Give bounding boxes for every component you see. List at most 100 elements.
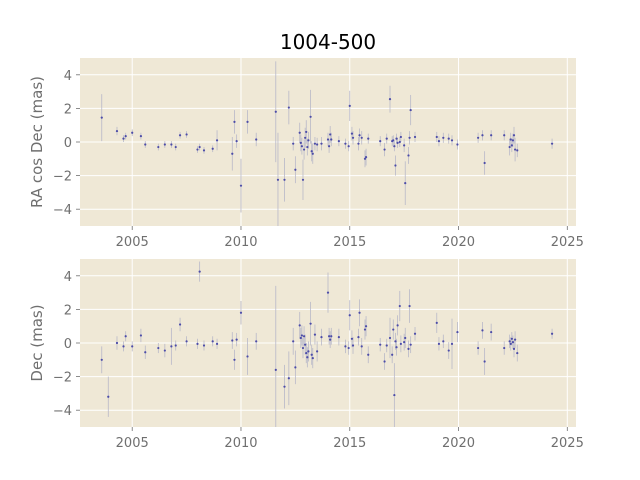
data-point xyxy=(437,342,441,345)
data-point xyxy=(235,140,238,143)
data-point xyxy=(246,355,249,358)
data-point xyxy=(327,145,331,148)
data-point xyxy=(398,140,401,144)
data-point xyxy=(344,345,347,348)
y-tick-label: 4 xyxy=(64,69,72,84)
data-point xyxy=(394,164,397,167)
data-point xyxy=(124,135,127,138)
data-point xyxy=(350,337,354,340)
data-point xyxy=(198,270,201,273)
data-point xyxy=(508,145,511,149)
data-point xyxy=(304,343,307,346)
data-point xyxy=(144,351,147,354)
data-point xyxy=(239,311,243,314)
data-point xyxy=(447,349,450,352)
data-point xyxy=(329,133,332,136)
data-point xyxy=(131,345,134,348)
data-point xyxy=(185,133,188,136)
data-point xyxy=(235,338,238,341)
data-point xyxy=(347,145,350,148)
data-point xyxy=(379,343,382,346)
data-point xyxy=(456,143,459,146)
data-point xyxy=(299,141,302,144)
data-point xyxy=(357,142,360,145)
data-point xyxy=(304,136,307,139)
data-point xyxy=(157,145,160,149)
data-point xyxy=(516,149,519,152)
data-point xyxy=(364,325,368,328)
data-point xyxy=(477,136,480,139)
y-tick-label: −2 xyxy=(53,371,72,386)
x-tick-label: 2020 xyxy=(442,436,475,451)
data-point xyxy=(503,346,506,350)
data-point xyxy=(310,150,313,153)
data-point xyxy=(202,344,206,347)
data-point xyxy=(395,137,398,140)
data-point xyxy=(407,347,410,350)
data-point xyxy=(511,341,515,344)
y-tick-label: −4 xyxy=(53,404,72,419)
data-point xyxy=(157,346,160,350)
data-point xyxy=(404,182,407,185)
data-point xyxy=(196,148,199,151)
data-point xyxy=(351,344,355,347)
data-point xyxy=(477,346,480,350)
data-point xyxy=(408,304,411,308)
data-point xyxy=(100,358,103,361)
data-point xyxy=(511,139,515,142)
data-point xyxy=(437,140,441,143)
data-point xyxy=(442,136,445,139)
data-point xyxy=(307,350,310,353)
data-point xyxy=(302,148,306,151)
data-point xyxy=(233,358,236,361)
data-point xyxy=(327,335,331,338)
data-point xyxy=(298,324,301,327)
data-point xyxy=(283,178,286,181)
data-point xyxy=(170,345,173,348)
data-point xyxy=(178,323,182,326)
data-point xyxy=(503,134,506,137)
data-point xyxy=(360,136,363,139)
data-point xyxy=(170,143,173,146)
data-point xyxy=(447,137,450,140)
data-point xyxy=(512,134,516,137)
data-point xyxy=(435,321,438,324)
data-point xyxy=(403,144,406,147)
data-point xyxy=(320,336,323,339)
data-point xyxy=(490,330,493,334)
y-tick-label: 2 xyxy=(64,303,72,318)
data-point xyxy=(490,134,493,137)
chart-title: 1004-500 xyxy=(280,30,376,54)
data-point xyxy=(383,148,386,151)
data-point xyxy=(305,130,308,134)
data-point xyxy=(292,142,295,145)
data-point xyxy=(510,337,513,340)
data-point xyxy=(398,304,401,308)
y-axis-label: RA cos Dec (mas) xyxy=(28,76,46,208)
data-point xyxy=(144,143,147,146)
data-point xyxy=(307,139,310,142)
x-tick-label: 2025 xyxy=(551,436,584,451)
data-point xyxy=(388,98,392,101)
data-point xyxy=(298,131,301,134)
data-point xyxy=(215,139,219,142)
data-point xyxy=(320,142,323,145)
data-point xyxy=(337,140,340,143)
data-point xyxy=(185,340,188,343)
data-point xyxy=(392,139,395,142)
data-point xyxy=(309,115,312,118)
ra-panel: 2005 2010 2015 2020 2025 −4 −2 0 2 4 RA cos Dec (m… xyxy=(28,58,584,250)
data-point xyxy=(198,145,201,149)
y-tick-label: 2 xyxy=(64,102,72,117)
data-point xyxy=(202,149,206,152)
data-point xyxy=(329,338,332,341)
data-point xyxy=(313,142,317,145)
data-point xyxy=(330,138,333,141)
x-tick-label: 2010 xyxy=(224,436,257,451)
data-point xyxy=(357,336,360,339)
x-tick-label: 2025 xyxy=(551,235,584,250)
data-point xyxy=(305,351,308,355)
data-point xyxy=(347,346,350,350)
data-point xyxy=(337,336,340,339)
data-point xyxy=(388,336,392,340)
